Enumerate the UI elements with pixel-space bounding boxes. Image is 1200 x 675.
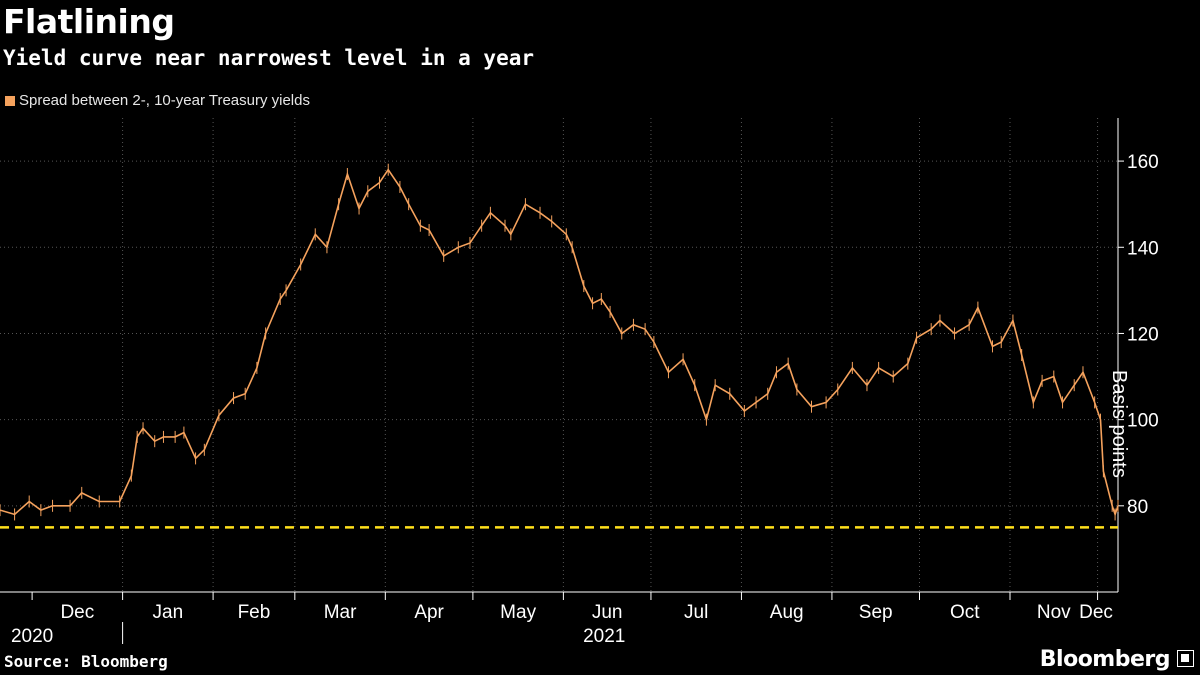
legend-swatch bbox=[5, 95, 15, 106]
y-tick-label: 120 bbox=[1127, 324, 1159, 345]
x-tick-label: Jan bbox=[153, 602, 184, 623]
x-tick-label: Jul bbox=[684, 602, 708, 623]
source-note: Source: Bloomberg bbox=[4, 652, 168, 671]
y-tick-label: 140 bbox=[1127, 238, 1159, 259]
brand-name: Bloomberg bbox=[1039, 647, 1171, 672]
x-tick-label: Jun bbox=[592, 602, 623, 623]
x-tick-label: Nov bbox=[1037, 602, 1071, 623]
y-tick-label: 80 bbox=[1127, 497, 1148, 518]
x-tick-label: Sep bbox=[859, 602, 893, 623]
series-line bbox=[0, 168, 1119, 517]
legend: Spread between 2-, 10-year Treasury yiel… bbox=[5, 92, 310, 109]
bloomberg-square-icon bbox=[1177, 650, 1194, 667]
y-tick-label: 100 bbox=[1127, 411, 1159, 432]
y-tick-label: 160 bbox=[1127, 152, 1159, 173]
legend-label: Spread between 2-, 10-year Treasury yiel… bbox=[19, 92, 310, 109]
x-tick-label: Dec bbox=[60, 602, 94, 623]
x-tick-label: Dec bbox=[1079, 602, 1113, 623]
x-tick-label: May bbox=[500, 602, 536, 623]
y-axis-label: Basis points bbox=[1108, 370, 1130, 478]
x-tick-label: Apr bbox=[414, 602, 444, 623]
chart-title: Flatlining bbox=[3, 2, 175, 41]
x-tick-label: Oct bbox=[950, 602, 980, 623]
year-label: 2021 bbox=[583, 626, 625, 647]
x-tick-label: Aug bbox=[770, 602, 804, 623]
x-tick-label: Mar bbox=[324, 602, 357, 623]
chart-subtitle: Yield curve near narrowest level in a ye… bbox=[3, 46, 535, 70]
x-tick-label: Feb bbox=[238, 602, 271, 623]
year-label: 2020 bbox=[11, 626, 53, 647]
